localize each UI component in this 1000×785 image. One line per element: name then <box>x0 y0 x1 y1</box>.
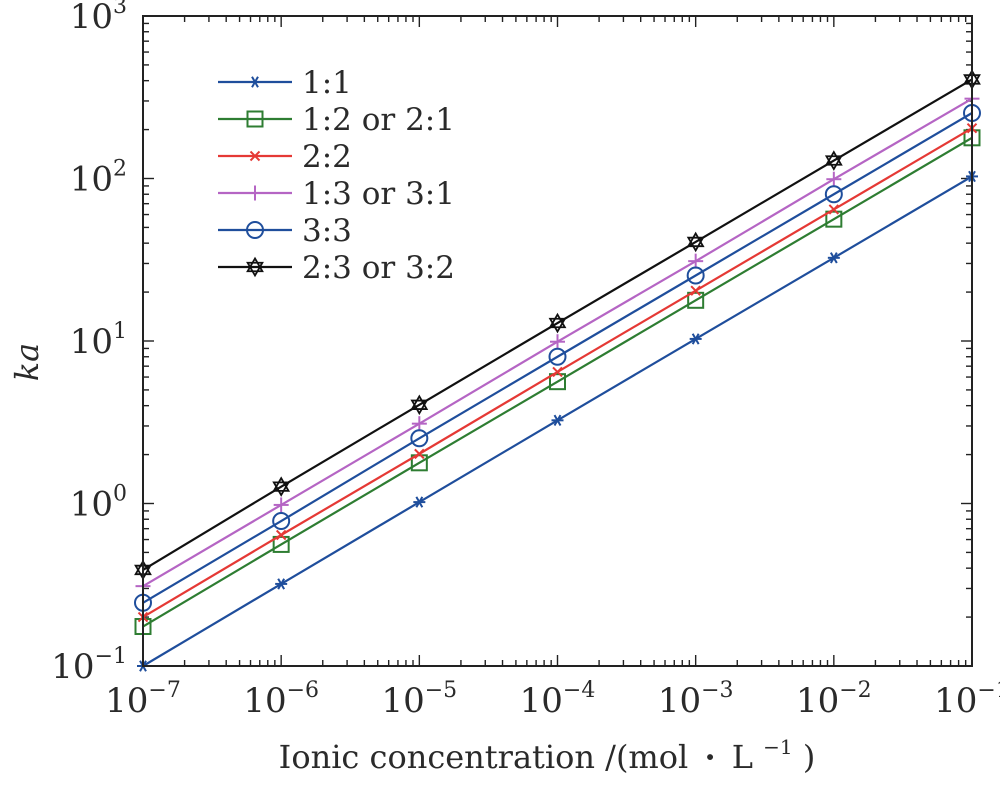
x-tick-label: 10−3 <box>658 678 734 721</box>
data-point <box>410 394 429 416</box>
data-point <box>272 535 290 553</box>
x-axis-label-main: Ionic concentration /(mol <box>279 738 689 776</box>
data-point <box>826 171 842 187</box>
series-line <box>142 112 973 604</box>
x-tick-label: 10−5 <box>381 678 457 721</box>
legend-label: 1:2 or 2:1 <box>302 102 455 138</box>
x-tick-label: 10−2 <box>796 678 872 721</box>
legend-marker <box>249 76 261 88</box>
data-point <box>411 416 427 432</box>
data-point <box>548 312 567 334</box>
legend-item: 2:3 or 3:2 <box>218 250 455 286</box>
data-point <box>549 373 566 391</box>
data-point <box>690 285 701 296</box>
data-point <box>273 497 289 513</box>
data-point <box>686 231 705 253</box>
legend-item: 3:3 <box>218 213 352 249</box>
data-point <box>552 366 563 378</box>
data-point <box>413 496 426 508</box>
series-1-3-or-3-1 <box>135 91 980 594</box>
data-point <box>414 448 425 460</box>
y-axis-label: ka <box>8 343 46 381</box>
legend: 1:11:2 or 2:12:21:3 or 3:13:32:3 or 3:2 <box>218 65 455 286</box>
data-point <box>688 253 704 269</box>
x-tick-label: 10−6 <box>243 678 319 721</box>
y-tick-label: 101 <box>70 319 127 362</box>
legend-label: 3:3 <box>302 213 352 249</box>
series-2-3-or-3-2 <box>134 69 981 581</box>
legend-marker <box>246 256 264 278</box>
data-point <box>825 210 843 228</box>
data-point <box>410 429 429 448</box>
legend-item: 1:1 <box>218 65 352 101</box>
data-point <box>550 334 565 350</box>
plot-frame <box>142 15 973 667</box>
y-tick-label: 102 <box>70 157 127 200</box>
data-point <box>410 454 428 472</box>
series-1-2-or-2-1 <box>134 129 981 636</box>
series-layer <box>134 69 981 672</box>
data-point <box>272 512 291 531</box>
series-1-1 <box>137 170 978 672</box>
y-tick-label: 100 <box>70 482 127 525</box>
legend-marker <box>246 221 264 239</box>
legend-item: 1:2 or 2:1 <box>218 102 455 138</box>
data-point <box>275 529 287 541</box>
data-point <box>689 333 702 345</box>
y-tick-label: 10−1 <box>51 644 127 687</box>
data-point <box>551 414 564 427</box>
data-point <box>272 476 291 497</box>
x-tick-label: 10−4 <box>520 678 596 721</box>
x-tick-label: 10−1 <box>934 678 1000 721</box>
legend-item: 2:2 <box>218 139 352 175</box>
data-point <box>687 291 705 309</box>
series-2-2 <box>137 122 978 623</box>
data-point <box>275 578 288 590</box>
x-axis-label-dot: · <box>704 738 715 776</box>
data-point <box>828 204 840 215</box>
tick-labels: 10−7 10−6 10−5 10−4 10−3 10−2 10−1 10−1 100 101 10… <box>51 0 1000 721</box>
data-point <box>827 252 840 264</box>
data-point <box>686 266 705 285</box>
legend-marker <box>249 150 261 162</box>
legend-item: 1:3 or 3:1 <box>218 176 455 212</box>
data-point <box>824 150 843 171</box>
series-line <box>142 136 973 628</box>
legend-label: 2:3 or 3:2 <box>302 250 455 286</box>
y-tick-label: 103 <box>70 0 127 37</box>
x-axis-label: Ionic concentration /(mol · L −1 ) <box>279 724 816 776</box>
series-line <box>142 78 973 571</box>
legend-label: 1:1 <box>302 65 352 101</box>
x-axis-label-sup: −1 <box>763 735 792 759</box>
series-3-3 <box>134 103 981 612</box>
x-tick-label: 10−7 <box>105 678 181 721</box>
x-axis-label-unit: L <box>732 738 753 776</box>
legend-marker <box>246 110 264 128</box>
data-point <box>824 185 843 204</box>
legend-marker <box>247 185 263 201</box>
legend-label: 2:2 <box>302 139 352 175</box>
data-point <box>548 347 567 366</box>
legend-label: 1:3 or 3:1 <box>302 176 455 212</box>
x-axis-label-close: ) <box>803 738 815 776</box>
